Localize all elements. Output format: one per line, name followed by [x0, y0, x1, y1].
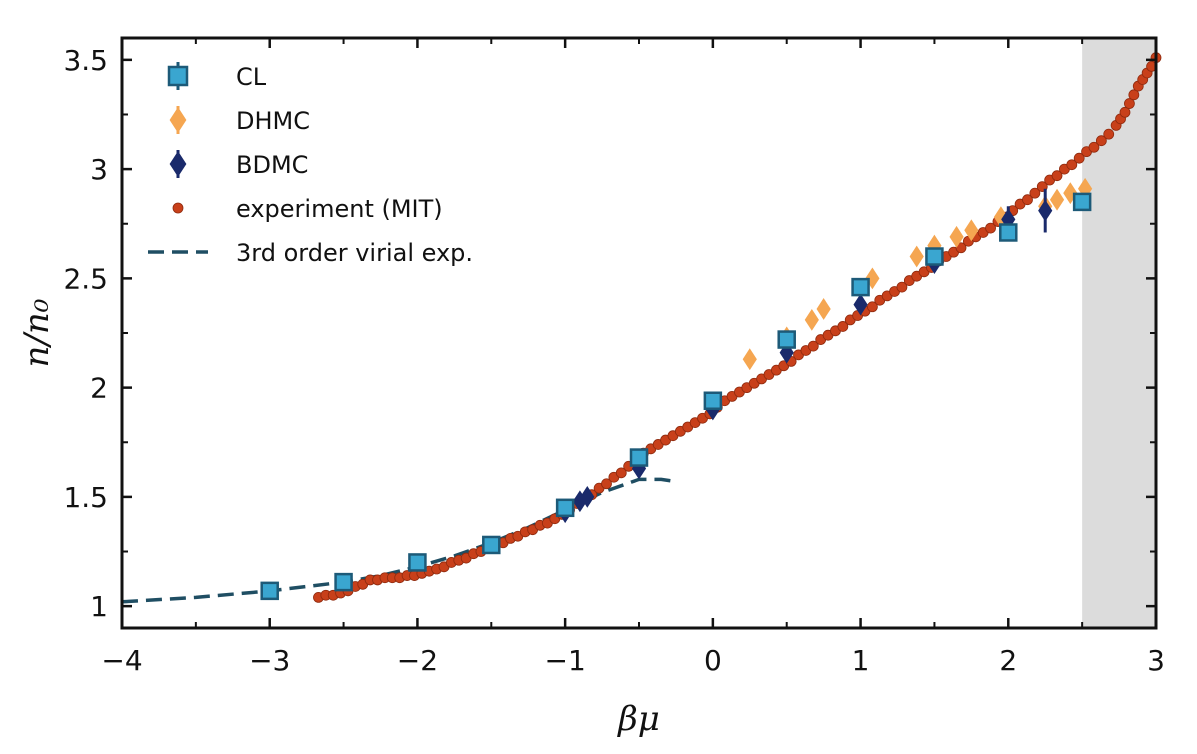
x-tick-label: 3: [1147, 644, 1165, 677]
experiment-point: [1029, 187, 1041, 199]
cl-point: [777, 330, 796, 349]
dhmc-point: [949, 225, 964, 248]
x-tick-label: 2: [999, 644, 1017, 677]
experiment-point: [1088, 141, 1100, 153]
experiment-point: [601, 478, 612, 490]
experiment-point: [837, 321, 849, 332]
experiment-point: [896, 281, 908, 293]
x-tick-label: −3: [249, 644, 290, 677]
markers-layer: [260, 52, 1162, 603]
legend-label: DHMC: [236, 107, 310, 135]
virial-curve: [121, 477, 677, 604]
cl-point: [482, 535, 501, 555]
x-tick-label: 0: [704, 644, 722, 677]
y-tick-label: 3: [90, 153, 108, 186]
x-tick-label: −2: [397, 644, 438, 677]
dhmc-point: [964, 219, 979, 242]
y-tick-label: 1.5: [63, 481, 108, 514]
tick-labels-layer: −4 −3 −2 −1 0 1 2 3 1 1.5 2 2.5 3 3.5: [63, 44, 1164, 677]
x-axis-label: βμ: [616, 699, 660, 739]
experiment-point: [1128, 89, 1140, 101]
experiment-point: [1119, 106, 1131, 118]
cl-point: [925, 247, 944, 266]
dhmc-point: [1049, 188, 1065, 211]
cl-point: [408, 553, 427, 572]
ticks-layer: [120, 38, 1158, 628]
experiment-point: [1022, 194, 1033, 206]
experiment-point: [1095, 135, 1107, 147]
experiment-point: [807, 340, 819, 352]
experiment-point: [955, 242, 967, 254]
experiment-point: [1051, 170, 1063, 182]
dhmc-point: [909, 245, 924, 268]
experiment-point: [985, 222, 996, 234]
x-tick-label: −1: [545, 644, 586, 677]
shaded-region: [1082, 38, 1156, 628]
legend: CL DHMC BDMC experiment (MIT) 3rd order viri…: [148, 62, 473, 267]
legend-swatch-circle: [172, 202, 184, 214]
y-tick-label: 3.5: [63, 44, 108, 77]
dhmc-point: [804, 308, 819, 331]
cl-point: [1072, 192, 1092, 212]
bdmc-point: [1038, 199, 1053, 222]
experiment-point: [615, 467, 627, 479]
y-axis-label: n/n₀: [17, 298, 57, 367]
experiment-point: [1066, 159, 1078, 171]
x-tick-label: −4: [101, 644, 142, 677]
cl-point: [260, 581, 279, 601]
legend-swatch-diamond: [169, 107, 187, 133]
cl-point: [851, 277, 870, 297]
legend-swatch-square: [167, 65, 189, 87]
cl-point: [629, 448, 649, 467]
y-tick-label: 2: [90, 372, 108, 405]
legend-label: BDMC: [236, 151, 308, 179]
y-tick-label: 1: [90, 590, 108, 623]
x-tick-label: 1: [852, 644, 870, 677]
dhmc-point: [742, 348, 757, 371]
legend-label: 3rd order virial exp.: [236, 239, 473, 267]
bdmc-point: [580, 485, 595, 508]
shaded-region-layer: [1082, 38, 1156, 628]
cl-point: [334, 572, 353, 592]
legend-label: CL: [236, 63, 267, 91]
experiment-point: [1073, 152, 1085, 164]
virial-curve-layer: [121, 477, 677, 604]
dhmc-point: [816, 298, 831, 320]
cl-point: [555, 498, 575, 518]
experiment-point: [1124, 98, 1135, 109]
experiment-point: [866, 301, 878, 313]
experiment-point: [1103, 128, 1115, 140]
cl-point: [703, 391, 723, 410]
bdmc-point: [853, 293, 868, 316]
y-tick-label: 2.5: [63, 262, 108, 295]
legend-swatch-diamond: [169, 151, 187, 177]
legend-label: experiment (MIT): [236, 195, 443, 223]
cl-point: [999, 223, 1018, 242]
